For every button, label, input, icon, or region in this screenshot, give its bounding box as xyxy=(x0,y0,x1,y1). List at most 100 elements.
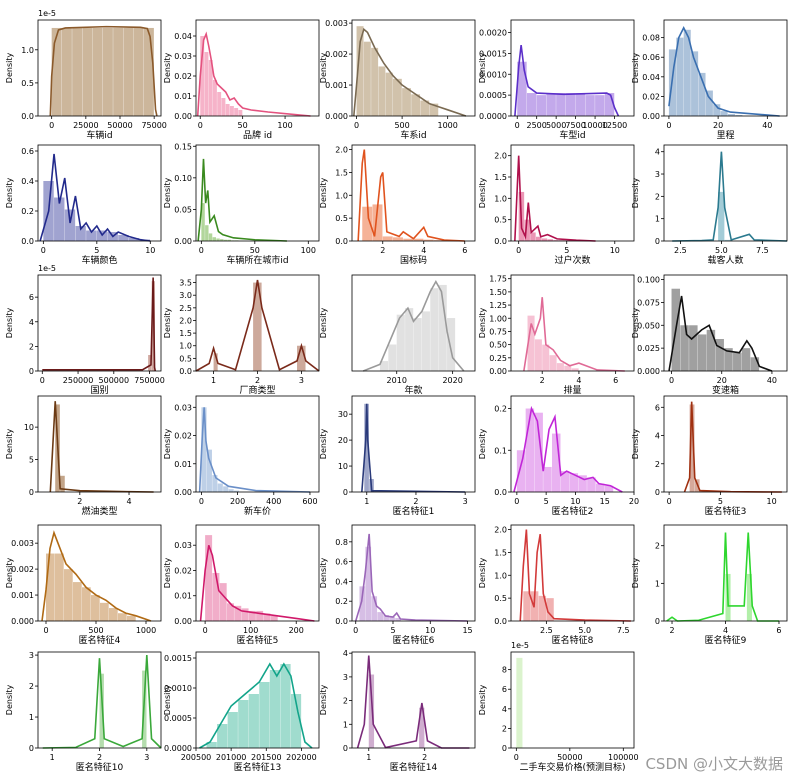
hist-bar xyxy=(234,605,242,621)
x-tick-label: 10 xyxy=(767,497,777,506)
hist-bar xyxy=(223,486,229,492)
y-tick-label: 1.5 xyxy=(179,329,192,338)
x-tick-label: 2010 xyxy=(387,376,407,385)
hist-bar xyxy=(553,240,559,241)
hist-bar xyxy=(429,103,439,116)
hist-bar xyxy=(263,613,271,621)
x-tick-label: 2 xyxy=(422,753,427,762)
hist-bar xyxy=(423,239,434,241)
hist-bar xyxy=(746,573,752,621)
hist-bar xyxy=(128,238,140,241)
x-axis-label: 二手车交易价格(预测目标) xyxy=(519,761,625,773)
hist-bar xyxy=(227,712,238,748)
hist-bar xyxy=(585,95,595,116)
hist-bar xyxy=(517,61,527,116)
hist-bar xyxy=(552,433,561,492)
axes-frame xyxy=(351,651,476,749)
x-tick-label: 10000 xyxy=(582,121,607,130)
x-axis-label: 匿名特征3 xyxy=(705,505,747,517)
y-tick-label: 0.0015 xyxy=(164,654,192,663)
hist-bar xyxy=(405,308,414,371)
y-axis-label: Density xyxy=(163,308,172,339)
hist-bar xyxy=(527,315,535,371)
x-axis-label: 国标码 xyxy=(400,254,427,266)
y-axis-label: Density xyxy=(319,685,328,716)
y-tick-label: 10 xyxy=(338,462,348,471)
y-tick-label: 4 xyxy=(655,432,660,441)
y-tick-label: 0.0000 xyxy=(164,744,192,753)
y-tick-label: 0.01 xyxy=(174,592,192,601)
hist-bar xyxy=(378,66,386,116)
y-tick-label: 0.8 xyxy=(335,538,348,547)
y-tick-label: 1.50 xyxy=(489,288,507,297)
kde-line xyxy=(666,532,779,622)
y-tick-label: 0.2 xyxy=(21,207,34,216)
subplot-17: 0 200 400 600 0.00 0.01 0.02 0.03 Density 新车价 xyxy=(163,395,320,517)
y-tick-label: 1 xyxy=(29,713,34,722)
hist-bar xyxy=(73,582,82,621)
x-tick-label: 0 xyxy=(199,497,204,506)
hist-bar xyxy=(421,311,430,371)
hist-bar xyxy=(383,615,389,621)
x-tick-label: 1000 xyxy=(136,626,156,635)
x-axis-label: 匿名特征1 xyxy=(393,505,435,517)
x-tick-label: 4 xyxy=(576,376,581,385)
x-tick-label: 100000 xyxy=(608,753,639,762)
hist-bar xyxy=(595,483,605,492)
x-tick-label: 6 xyxy=(613,376,618,385)
hist-bar xyxy=(564,365,572,371)
y-axis-label: Density xyxy=(631,558,640,589)
hist-bar xyxy=(100,602,109,621)
x-tick-label: 10 xyxy=(145,246,155,255)
hist-bar xyxy=(221,98,226,116)
x-tick-label: 7.5 xyxy=(756,246,769,255)
y-tick-label: 2.0 xyxy=(494,526,507,535)
hist-bar xyxy=(689,404,695,492)
y-tick-label: 0.000 xyxy=(637,367,660,376)
hist-bar xyxy=(356,26,364,116)
hist-bar xyxy=(113,27,124,117)
hist-bar xyxy=(290,694,302,748)
x-axis-label: 厂商类型 xyxy=(239,384,275,396)
hist-bar xyxy=(571,368,579,371)
hist-bar xyxy=(430,288,439,371)
y-tick-label: 0.03 xyxy=(174,403,192,412)
hist-bar xyxy=(248,610,256,621)
x-tick-label: 2 xyxy=(669,626,674,635)
hist-bar xyxy=(516,450,526,492)
x-tick-label: 400 xyxy=(266,497,281,506)
kde-line xyxy=(513,405,623,493)
hist-bar xyxy=(438,284,447,371)
kde-line xyxy=(514,155,596,242)
hist-bar xyxy=(248,694,259,748)
subplot-3: 0 500 1000 0.000 0.001 0.002 0.003 Density 车系id xyxy=(319,19,476,141)
y-tick-label: 0.00 xyxy=(174,617,192,626)
y-tick-label: 0.02 xyxy=(174,432,192,441)
axes-frame xyxy=(351,144,476,242)
y-tick-label: 0.0 xyxy=(179,367,192,376)
subplot-7: 0 50 100 0.00 0.05 0.10 0.15 Density 车辆所在城市id xyxy=(163,142,320,266)
hist-bar xyxy=(546,93,556,116)
x-tick-label: 2.5 xyxy=(540,626,553,635)
hist-bar xyxy=(403,238,414,241)
x-tick-label: 200 xyxy=(289,626,304,635)
kde-line xyxy=(42,655,162,749)
y-tick-label: 30 xyxy=(338,410,348,419)
hist-bar xyxy=(55,553,64,621)
y-axis-label: Density xyxy=(478,429,487,460)
y-tick-label: 0.5 xyxy=(335,214,348,223)
y-tick-label: 0 xyxy=(655,617,660,626)
y-tick-label: 0.003 xyxy=(11,539,34,548)
x-tick-label: 0 xyxy=(514,497,519,506)
x-tick-label: 7500 xyxy=(565,121,585,130)
y-tick-label: 3.5 xyxy=(179,279,192,288)
y-tick-label: 0.0005 xyxy=(164,714,192,723)
y-tick-label: 1.0 xyxy=(21,46,34,55)
y-tick-label: 1.5 xyxy=(494,548,507,557)
y-tick-label: 0.002 xyxy=(11,565,34,574)
x-tick-label: 500 xyxy=(394,121,409,130)
axes-frame xyxy=(510,274,635,372)
hist-bar xyxy=(420,100,430,116)
